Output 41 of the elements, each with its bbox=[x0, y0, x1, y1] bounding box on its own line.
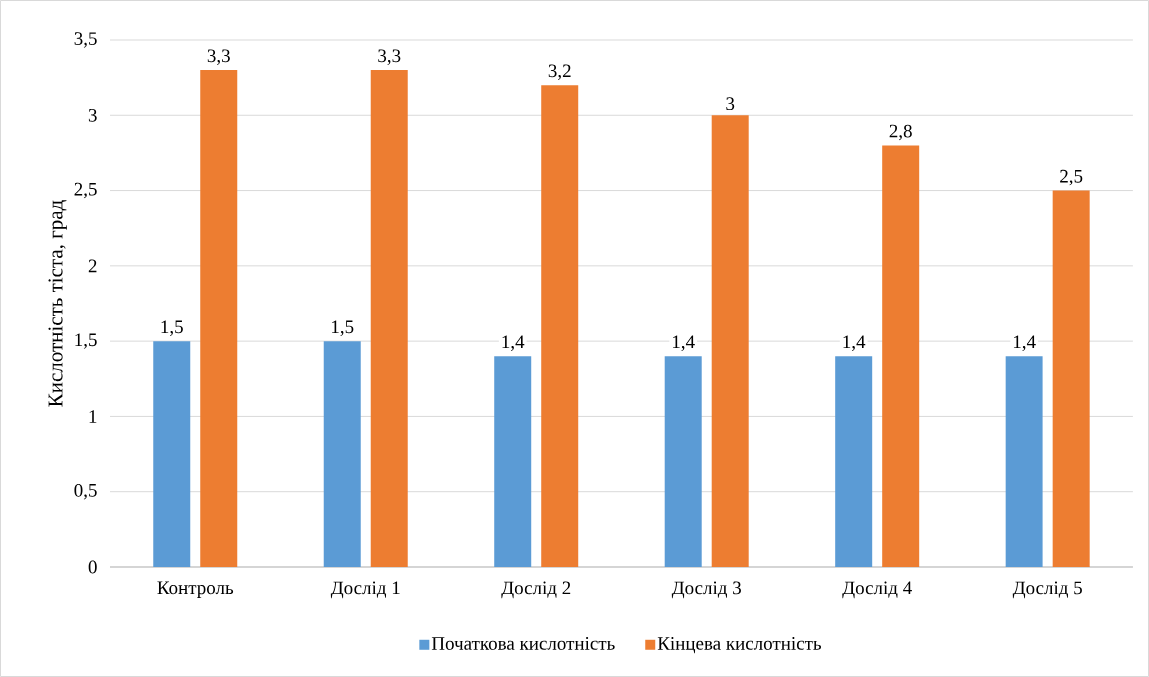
legend-label: Початкова кислотність bbox=[431, 637, 615, 650]
x-tick-label: Дослід 1 bbox=[330, 581, 400, 599]
bar bbox=[494, 356, 532, 567]
x-tick-label: Дослід 5 bbox=[1012, 581, 1082, 599]
x-tick-label: Контроль bbox=[157, 581, 234, 599]
bar bbox=[711, 115, 749, 567]
bar bbox=[835, 356, 873, 567]
y-tick-label: 2 bbox=[88, 259, 97, 273]
y-tick-label: 0,5 bbox=[74, 483, 97, 500]
data-label: 3,3 bbox=[378, 49, 401, 65]
data-label: 3,3 bbox=[207, 49, 230, 65]
bar bbox=[882, 145, 920, 567]
bar bbox=[370, 70, 408, 567]
data-label: 1,5 bbox=[332, 320, 354, 336]
bar bbox=[541, 85, 579, 567]
y-tick-label: 3,5 bbox=[74, 32, 97, 48]
data-label: 2,5 bbox=[1060, 169, 1083, 186]
data-label: 1,4 bbox=[502, 335, 525, 351]
data-label: 1,4 bbox=[672, 335, 695, 351]
data-label: 1,5 bbox=[161, 320, 183, 336]
y-tick-label: 0 bbox=[88, 560, 97, 574]
data-label: 3 bbox=[726, 97, 735, 111]
y-tick-label: 1,5 bbox=[75, 333, 97, 349]
bar bbox=[153, 341, 191, 567]
data-label: 3,2 bbox=[548, 64, 571, 80]
data-label: 1,4 bbox=[843, 335, 866, 351]
bar bbox=[1052, 190, 1090, 567]
x-tick-label: Дослід 4 bbox=[842, 581, 912, 599]
data-label: 2,8 bbox=[889, 124, 912, 141]
bar bbox=[200, 70, 238, 567]
bar bbox=[323, 341, 361, 567]
x-tick-label: Дослід 3 bbox=[671, 581, 741, 599]
y-tick-label: 3 bbox=[88, 108, 97, 122]
y-tick-label: 1 bbox=[89, 410, 97, 423]
bar bbox=[1005, 356, 1043, 567]
y-tick-label: 2,5 bbox=[74, 182, 97, 199]
y-axis-title: Кислотність тіста, град bbox=[48, 200, 67, 407]
legend-label: Кінцева кислотність bbox=[657, 637, 822, 654]
x-tick-label: Дослід 2 bbox=[501, 581, 571, 599]
data-label: 1,4 bbox=[1013, 335, 1036, 351]
bar bbox=[664, 356, 702, 567]
